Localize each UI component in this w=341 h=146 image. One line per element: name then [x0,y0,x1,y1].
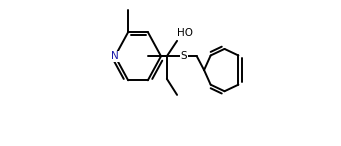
Text: N: N [111,51,119,61]
Text: HO: HO [177,28,193,38]
Text: S: S [181,51,187,61]
